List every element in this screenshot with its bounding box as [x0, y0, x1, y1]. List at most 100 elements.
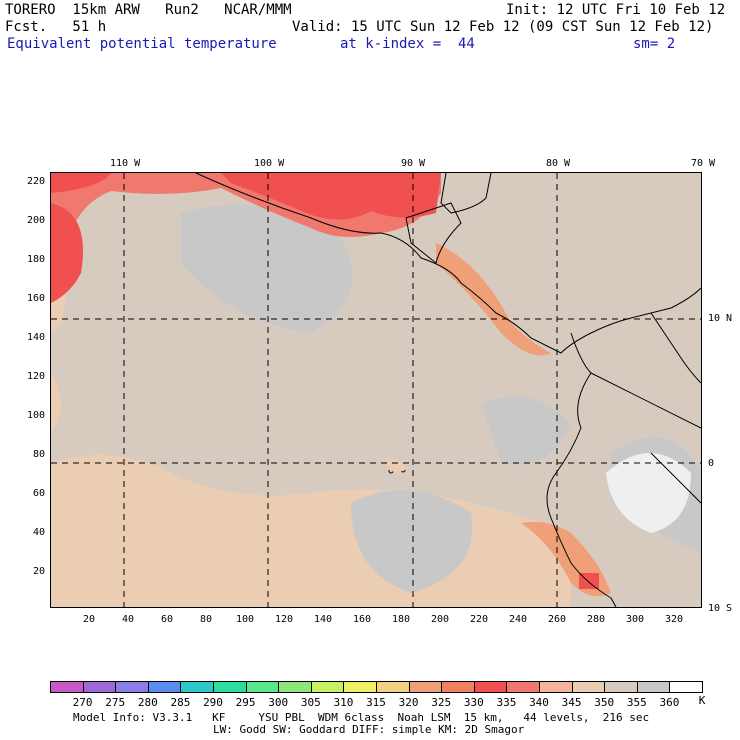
colorbar-swatch [539, 681, 573, 693]
x-tick: 20 [82, 614, 96, 625]
colorbar-swatch [180, 681, 214, 693]
x-tick: 200 [430, 614, 450, 625]
y-tick: 60 [32, 488, 45, 499]
colorbar-swatch [343, 681, 377, 693]
colorbar-swatch [310, 681, 345, 693]
y-tick: 220 [26, 176, 45, 187]
contour-325-isthmus [436, 243, 551, 356]
y-tick: 20 [32, 566, 45, 577]
colorbar-swatch [50, 681, 84, 693]
colorbar-swatch [147, 681, 182, 693]
colorbar-unit: K [698, 694, 706, 707]
colorbar-level-label: 290 [203, 696, 223, 709]
x-tick: 320 [664, 614, 684, 625]
x-tick: 220 [469, 614, 489, 625]
x-tick: 40 [121, 614, 135, 625]
contour-355-north [181, 205, 352, 333]
contour-330-corner [51, 173, 111, 193]
lat-label-10n: 10 N [708, 313, 733, 324]
colorbar-swatch [441, 681, 475, 693]
forecast-hour: Fcst. 51 h [5, 19, 107, 35]
x-tick: 60 [160, 614, 174, 625]
coastline-central-america [195, 173, 701, 354]
border-peru-brazil [650, 452, 701, 504]
contour-355-south [351, 490, 473, 593]
valid-time: Valid: 15 UTC Sun 12 Feb 12 (09 CST Sun … [292, 19, 714, 35]
colorbar-level-label: 315 [366, 696, 386, 709]
smoothing-label: sm= 2 [633, 36, 676, 52]
lat-label-10s: 10 S [708, 603, 733, 614]
colorbar-swatch [408, 681, 443, 693]
colorbar-level-label: 280 [137, 696, 158, 709]
colorbar-swatch [82, 681, 117, 693]
init-time: Init: 12 UTC Fri 10 Feb 12 [506, 2, 726, 18]
y-tick: 200 [26, 215, 45, 226]
galapagos-warm-patch [386, 458, 407, 473]
colorbar-level-label: 310 [333, 696, 354, 709]
colorbar-swatch [636, 681, 671, 693]
colorbar-swatch [473, 681, 508, 693]
colorbar-swatch [376, 681, 410, 693]
y-tick: 40 [32, 527, 45, 538]
x-tick: 180 [391, 614, 411, 625]
colorbar-swatch [115, 681, 149, 693]
x-tick: 100 [235, 614, 255, 625]
coastline-south-america [546, 332, 617, 607]
colorbar-swatch [506, 681, 540, 693]
x-tick: 280 [586, 614, 606, 625]
colorbar-level-label: 305 [300, 696, 321, 709]
model-info: Model Info: V3.3.1 KF YSU PBL WDM 6class… [73, 711, 650, 724]
contour-345-west2 [51, 373, 61, 433]
field-name: Equivalent potential temperature [7, 36, 277, 52]
colorbar-level-label: 355 [626, 696, 647, 709]
border-guatemala [405, 202, 462, 264]
map-canvas [51, 173, 701, 607]
y-tick: 100 [26, 410, 45, 421]
lon-label-70w: 70 W [690, 158, 716, 169]
y-tick: 120 [26, 371, 45, 382]
lon-label-110w: 110 W [110, 158, 141, 169]
lat-label-equator: 0 [708, 458, 715, 469]
colorbar-level-label: 285 [170, 696, 191, 709]
colorbar-swatch [213, 681, 247, 693]
colorbar-level-label: 325 [431, 696, 452, 709]
colorbar-level-label: 340 [529, 696, 549, 709]
x-tick: 300 [625, 614, 645, 625]
colorbar-level-label: 335 [496, 696, 517, 709]
level-label: at k-index = 44 [340, 36, 475, 52]
y-tick: 80 [32, 449, 45, 460]
model-physics: LW: Godd SW: Goddard DIFF: simple KM: 2D… [213, 723, 525, 736]
border-ecuador-peru [590, 372, 701, 429]
y-tick: 180 [26, 254, 45, 265]
lon-label-100w: 100 W [254, 158, 285, 169]
contour-330-north [221, 173, 441, 220]
x-tick: 160 [352, 614, 372, 625]
y-tick: 160 [26, 293, 45, 304]
coastline-yucatan [440, 173, 492, 214]
colorbar-level-label: 295 [235, 696, 256, 709]
y-tick: 140 [26, 332, 45, 343]
x-tick: 240 [508, 614, 528, 625]
colorbar-swatch [278, 681, 312, 693]
lon-label-90w: 90 W [400, 158, 426, 169]
x-tick: 120 [274, 614, 294, 625]
lon-label-80w: 80 W [545, 158, 571, 169]
model-title: TORERO 15km ARW Run2 NCAR/MMM [5, 2, 292, 18]
colorbar-level-label: 350 [594, 696, 615, 709]
colorbar-level-label: 360 [659, 696, 680, 709]
colorbar-level-label: 300 [268, 696, 289, 709]
theta-e-map [50, 172, 702, 608]
x-tick: 140 [313, 614, 333, 625]
colorbar-level-label: 320 [398, 696, 419, 709]
colorbar-level-label: 330 [463, 696, 484, 709]
colorbar-swatch [245, 681, 280, 693]
colorbar-level-label: 345 [561, 696, 582, 709]
x-tick: 80 [199, 614, 213, 625]
colorbar-level-label: 270 [72, 696, 93, 709]
colorbar-swatch [571, 681, 606, 693]
contour-360-andes [606, 453, 691, 533]
colorbar-swatch [669, 681, 703, 693]
x-tick: 260 [547, 614, 567, 625]
contour-355-east [481, 396, 571, 465]
border-colombia-venezuela [650, 312, 701, 384]
